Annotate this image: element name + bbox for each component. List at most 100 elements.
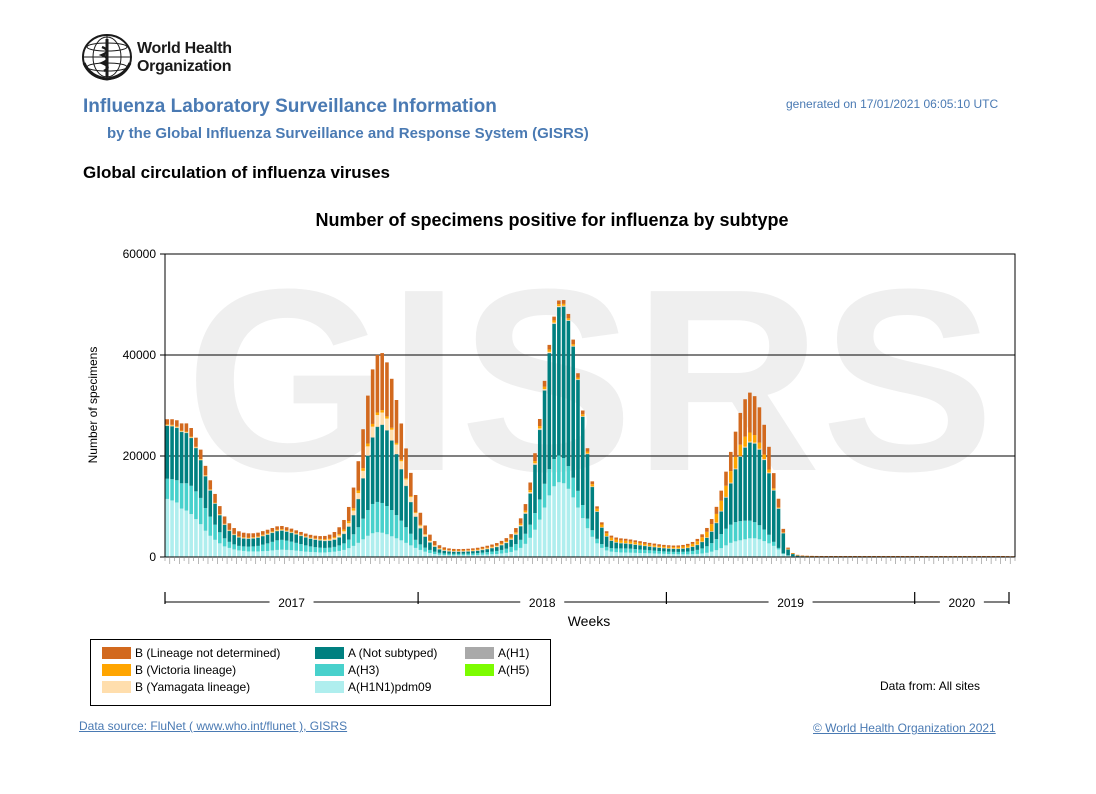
- bar-segment: [509, 551, 513, 557]
- bar-segment: [590, 484, 595, 487]
- bar-segment: [423, 534, 427, 535]
- bar-segment: [480, 546, 485, 549]
- bar-segment: [418, 549, 423, 557]
- bar-segment: [318, 540, 322, 548]
- bar-segment: [499, 540, 504, 544]
- bar-segment: [494, 546, 499, 547]
- bar-segment: [413, 539, 418, 548]
- bar-segment: [318, 552, 322, 557]
- bar-segment: [227, 530, 232, 542]
- bar-segment: [518, 525, 523, 527]
- bar-segment: [633, 544, 638, 550]
- bar-segment: [323, 535, 327, 540]
- legend-swatch: [315, 664, 344, 676]
- bar-segment: [447, 550, 451, 552]
- bar-segment: [366, 395, 370, 444]
- bar-segment: [375, 415, 380, 427]
- bar-segment: [695, 549, 700, 554]
- bar-segment: [542, 483, 547, 508]
- bar-segment: [576, 490, 580, 508]
- bar-segment: [256, 545, 260, 552]
- bar-segment: [600, 522, 604, 525]
- bar-segment: [700, 541, 704, 549]
- bar-segment: [561, 458, 566, 484]
- bar-segment: [323, 552, 327, 557]
- bar-segment: [542, 386, 547, 390]
- bar-segment: [346, 506, 351, 522]
- bar-segment: [523, 504, 528, 511]
- bar-segment: [776, 508, 781, 548]
- bar-segment: [552, 323, 556, 460]
- bar-segment: [585, 528, 590, 557]
- chart-gridlines: [165, 354, 1015, 457]
- bar-segment: [332, 539, 337, 547]
- bar-segment: [461, 548, 466, 551]
- bar-segment: [719, 534, 724, 549]
- data-source-link[interactable]: Data source: FluNet ( www.who.int/flunet…: [79, 719, 348, 733]
- bar-segment: [342, 529, 346, 532]
- bar-segment: [179, 430, 184, 432]
- bar-segment: [351, 487, 356, 509]
- bar-segment: [695, 544, 700, 550]
- bar-segment: [728, 471, 733, 483]
- bar-segment: [218, 532, 222, 544]
- legend-swatch: [102, 664, 131, 676]
- bar-segment: [628, 543, 633, 549]
- bar-segment: [380, 353, 384, 411]
- bar-segment: [389, 510, 394, 537]
- bar-segment: [289, 528, 294, 532]
- bar-segment: [213, 524, 217, 540]
- legend-swatch: [465, 647, 494, 659]
- bar-segment: [409, 472, 413, 497]
- bar-segment: [447, 550, 451, 551]
- bar-segment: [432, 553, 437, 557]
- bar-segment: [251, 537, 256, 538]
- bar-segment: [652, 553, 657, 557]
- bar-segment: [652, 547, 657, 551]
- bar-segment: [695, 553, 700, 557]
- bar-segment: [695, 538, 700, 542]
- copyright-link[interactable]: © World Health Organization 2021: [813, 721, 996, 735]
- bar-segment: [633, 552, 638, 557]
- bar-segment: [566, 313, 571, 319]
- bar-segment: [189, 485, 193, 515]
- bar-segment: [184, 432, 189, 484]
- bar-segment: [170, 426, 174, 480]
- bar-segment: [767, 543, 771, 557]
- bar-segment: [662, 548, 666, 552]
- bar-segment: [303, 545, 308, 552]
- who-emblem-icon: [82, 34, 132, 81]
- bar-segment: [547, 344, 552, 350]
- legend-swatch: [315, 681, 344, 693]
- bar-segment: [514, 550, 518, 557]
- bar-segment: [676, 548, 681, 552]
- bar-segment: [700, 534, 704, 538]
- page-title: Influenza Laboratory Surveillance Inform…: [83, 96, 497, 117]
- bar-segment: [647, 553, 652, 557]
- bar-segment: [351, 508, 356, 511]
- bar-segment: [580, 416, 585, 505]
- bar-segment: [647, 546, 652, 551]
- bar-segment: [771, 541, 776, 546]
- bar-segment: [743, 520, 747, 540]
- bar-segment: [327, 534, 332, 539]
- bar-segment: [623, 538, 628, 541]
- bar-segment: [327, 538, 332, 540]
- bar-segment: [771, 488, 776, 490]
- bar-segment: [647, 550, 652, 554]
- bar-segment: [652, 545, 657, 547]
- bar-segment: [232, 544, 236, 550]
- bar-segment: [308, 538, 313, 547]
- bar-segment: [595, 511, 599, 539]
- bar-segment: [585, 518, 590, 529]
- bar-segment: [657, 547, 661, 552]
- bar-segment: [366, 443, 370, 447]
- bar-segment: [280, 529, 284, 530]
- bar-segment: [542, 390, 547, 484]
- bar-segment: [456, 553, 461, 556]
- bar-segment: [743, 447, 747, 521]
- bar-segment: [184, 423, 189, 432]
- bar-segment: [776, 547, 781, 550]
- bar-segment: [466, 551, 470, 554]
- bar-segment: [165, 419, 170, 425]
